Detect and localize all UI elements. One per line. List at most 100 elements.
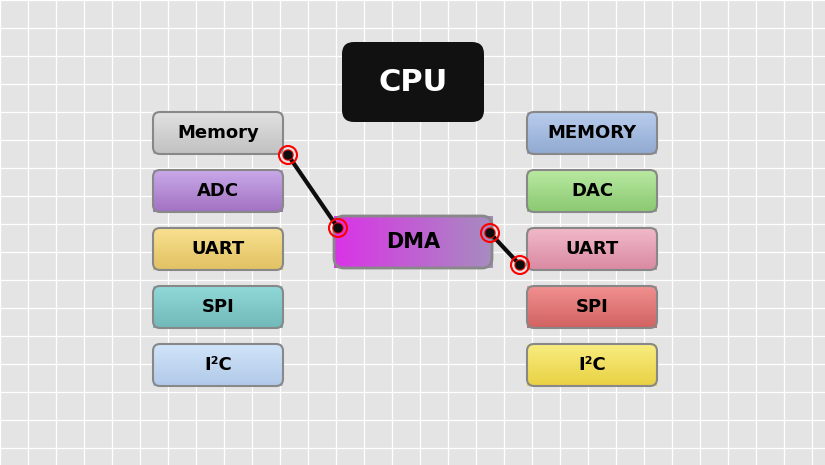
Bar xyxy=(527,230,657,232)
Bar xyxy=(153,179,283,181)
Bar xyxy=(153,262,283,263)
Bar xyxy=(527,321,657,322)
Bar xyxy=(153,135,283,137)
Bar xyxy=(348,216,351,268)
Bar xyxy=(153,313,283,315)
Bar xyxy=(421,216,423,268)
Bar xyxy=(153,128,283,129)
Bar xyxy=(527,376,657,377)
Bar xyxy=(527,377,657,378)
Bar xyxy=(527,244,657,246)
Bar xyxy=(358,216,361,268)
Bar xyxy=(153,233,283,235)
Bar xyxy=(153,251,283,252)
Bar xyxy=(381,216,384,268)
Bar xyxy=(419,216,422,268)
Bar xyxy=(527,371,657,373)
Text: DMA: DMA xyxy=(386,232,440,252)
Text: UART: UART xyxy=(191,240,245,258)
Bar xyxy=(527,379,657,380)
Bar xyxy=(153,266,283,267)
Bar xyxy=(153,238,283,239)
Bar xyxy=(375,216,378,268)
Bar xyxy=(153,384,283,385)
Bar xyxy=(153,385,283,386)
Bar xyxy=(153,134,283,136)
Bar xyxy=(464,216,467,268)
Bar xyxy=(399,216,402,268)
Bar xyxy=(153,267,283,268)
Bar xyxy=(527,302,657,303)
Bar xyxy=(153,302,283,303)
Bar xyxy=(527,286,657,287)
Bar xyxy=(153,265,283,266)
Bar xyxy=(527,312,657,314)
Bar xyxy=(153,382,283,383)
Bar xyxy=(153,186,283,187)
Bar xyxy=(527,149,657,150)
Bar xyxy=(488,216,491,268)
Bar xyxy=(153,299,283,301)
Bar xyxy=(527,301,657,302)
Bar xyxy=(153,308,283,310)
Bar xyxy=(480,216,483,268)
Bar xyxy=(441,216,443,268)
Bar xyxy=(153,140,283,142)
Bar xyxy=(435,216,437,268)
Bar xyxy=(153,325,283,326)
Bar xyxy=(153,190,283,192)
Bar xyxy=(527,184,657,185)
Bar xyxy=(153,117,283,119)
Bar xyxy=(527,249,657,251)
Bar xyxy=(153,192,283,193)
Bar xyxy=(365,216,368,268)
Bar xyxy=(153,179,283,180)
Bar xyxy=(527,353,657,355)
Bar xyxy=(153,324,283,326)
Bar xyxy=(527,140,657,142)
Bar xyxy=(527,195,657,197)
Bar xyxy=(342,216,344,268)
Bar xyxy=(153,353,283,355)
Bar xyxy=(527,248,657,250)
Bar xyxy=(527,170,657,172)
Bar xyxy=(527,306,657,307)
Bar xyxy=(153,361,283,362)
Bar xyxy=(527,299,657,300)
Bar xyxy=(527,256,657,258)
Bar xyxy=(527,196,657,198)
Bar xyxy=(527,138,657,140)
Bar xyxy=(469,216,471,268)
Bar xyxy=(527,152,657,153)
Bar xyxy=(153,315,283,317)
Bar xyxy=(153,174,283,176)
Bar xyxy=(527,177,657,179)
Bar xyxy=(153,229,283,231)
Bar xyxy=(153,309,283,311)
Bar xyxy=(527,255,657,257)
Bar xyxy=(527,258,657,259)
Bar xyxy=(527,247,657,248)
Bar xyxy=(527,210,657,212)
Bar xyxy=(527,208,657,209)
Bar xyxy=(527,181,657,183)
Bar xyxy=(153,247,283,248)
Bar xyxy=(527,153,657,154)
Bar xyxy=(527,298,657,299)
Bar xyxy=(153,319,283,321)
Bar xyxy=(153,374,283,376)
Bar xyxy=(153,297,283,298)
Bar xyxy=(527,361,657,362)
Bar xyxy=(153,120,283,122)
Bar xyxy=(527,352,657,354)
Bar xyxy=(527,308,657,310)
Bar xyxy=(384,216,386,268)
Bar xyxy=(527,363,657,365)
Bar xyxy=(153,129,283,130)
Bar xyxy=(527,115,657,117)
Bar xyxy=(527,259,657,261)
Bar xyxy=(153,115,283,117)
Bar xyxy=(153,199,283,201)
Bar xyxy=(527,232,657,234)
Bar xyxy=(527,211,657,213)
